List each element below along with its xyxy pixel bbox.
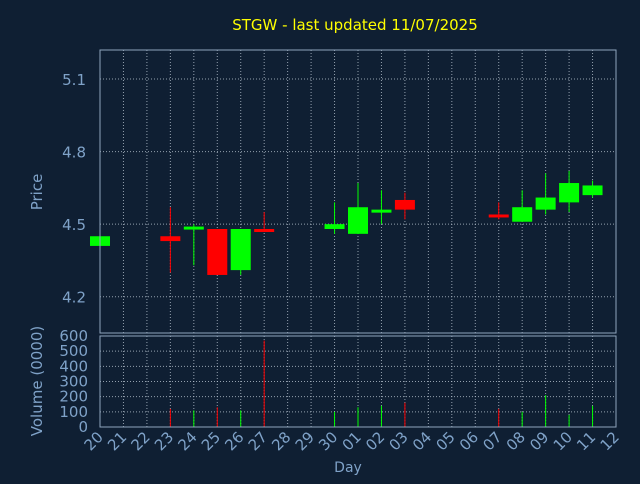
volume-tick-label: 100 — [59, 403, 88, 421]
candle-body — [512, 207, 533, 222]
x-tick-label: 22 — [128, 428, 154, 454]
price-tick-label: 5.1 — [62, 71, 86, 89]
x-tick-label: 06 — [456, 428, 482, 454]
candle-body — [535, 197, 556, 210]
price-axis-label: Price — [28, 174, 46, 211]
marks-layer — [90, 170, 603, 427]
price-tick-label: 4.8 — [62, 144, 86, 162]
candle-body — [160, 236, 181, 242]
frame-layer — [99, 49, 617, 428]
x-tick-label: 10 — [550, 428, 576, 454]
x-tick-label: 23 — [151, 428, 177, 454]
chart-title: STGW - last updated 11/07/2025 — [232, 16, 478, 34]
x-tick-label: 07 — [479, 428, 505, 454]
x-tick-label: 09 — [526, 428, 552, 454]
candle-body — [230, 228, 251, 271]
price-tick-label: 4.2 — [62, 289, 86, 307]
volume-tick-label: 300 — [59, 373, 88, 391]
candle-body — [394, 199, 415, 210]
x-tick-label: 11 — [573, 428, 599, 454]
x-tick-label: 01 — [339, 428, 365, 454]
x-tick-label: 02 — [362, 428, 388, 454]
volume-tick-label: 600 — [59, 327, 88, 345]
candle-body — [488, 214, 509, 218]
candle-body — [559, 183, 580, 203]
price-tick-label: 4.5 — [62, 216, 86, 234]
x-tick-label: 21 — [104, 428, 130, 454]
candle-body — [348, 207, 368, 234]
x-tick-label: 05 — [432, 428, 458, 454]
candle-body — [207, 228, 228, 275]
x-tick-label: 25 — [198, 428, 224, 454]
x-tick-label: 28 — [268, 428, 294, 454]
volume-tick-label: 400 — [59, 357, 88, 375]
x-tick-label: 12 — [597, 428, 623, 454]
volume-panel-frame — [99, 335, 617, 428]
candle-body — [183, 226, 204, 230]
candle-body — [324, 224, 345, 229]
price-panel-frame — [99, 49, 617, 334]
x-tick-label: 27 — [245, 428, 271, 454]
candle-body — [254, 228, 275, 232]
x-tick-label: 24 — [174, 428, 200, 454]
candle-body — [582, 185, 603, 196]
x-tick-label: 08 — [503, 428, 529, 454]
x-tick-label: 26 — [221, 428, 247, 454]
x-tick-label: 29 — [292, 428, 318, 454]
x-tick-label: 04 — [409, 428, 435, 454]
volume-tick-label: 500 — [59, 342, 88, 360]
volume-tick-label: 200 — [59, 388, 88, 406]
volume-axis-label: Volume (0000) — [28, 326, 46, 436]
x-tick-label: 30 — [315, 428, 341, 454]
x-axis-label: Day — [334, 460, 362, 476]
x-tick-label: 03 — [386, 428, 412, 454]
candle-body — [371, 209, 392, 213]
volume-tick-label: 0 — [78, 418, 88, 436]
